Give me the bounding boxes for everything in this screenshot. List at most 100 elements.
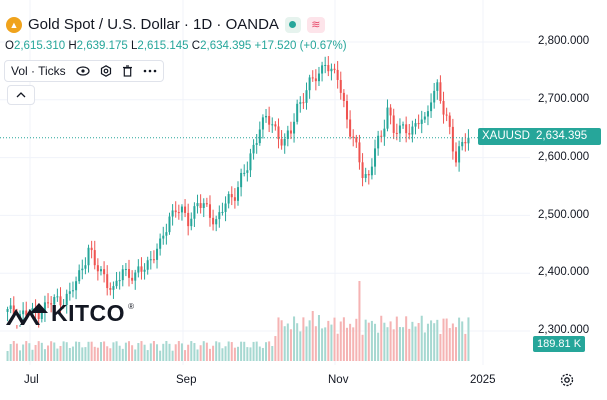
volume-bar — [277, 317, 280, 361]
volume-bar — [430, 320, 433, 361]
candle-body — [261, 117, 264, 130]
time-tick: Nov — [328, 374, 349, 386]
candle-body — [374, 148, 377, 167]
candle-body — [364, 174, 367, 179]
candle-body — [22, 310, 25, 315]
volume-bar — [121, 348, 124, 361]
volume-legend[interactable]: Vol · Ticks — [4, 60, 164, 82]
volume-bar — [252, 341, 255, 361]
candle-body — [330, 68, 333, 72]
candle-body — [37, 311, 40, 320]
collapse-legend-button[interactable] — [7, 85, 35, 105]
volume-bar — [420, 315, 423, 361]
candle-body — [454, 151, 457, 163]
volume-bar — [34, 344, 37, 361]
candle-body — [451, 126, 454, 152]
volume-bar — [265, 342, 268, 361]
candle-body — [349, 119, 352, 137]
candle-body — [127, 269, 131, 278]
volume-bar — [115, 341, 118, 361]
volume-bar — [62, 341, 65, 361]
volume-bar — [40, 342, 43, 361]
candle-body — [233, 197, 236, 201]
trash-icon[interactable] — [122, 65, 133, 77]
volume-bar — [25, 341, 28, 361]
volume-bar — [367, 322, 370, 361]
more-icon[interactable] — [143, 69, 157, 73]
candle-body — [9, 305, 12, 310]
candle-body — [324, 64, 327, 66]
volume-bar — [233, 347, 236, 361]
candle-body — [106, 274, 109, 289]
time-tick: Jul — [24, 374, 39, 386]
volume-bars — [6, 281, 470, 361]
candle-body — [377, 135, 380, 149]
candle-body — [430, 102, 433, 112]
volume-bar — [15, 343, 18, 361]
volume-bar — [218, 342, 221, 361]
candle-body — [458, 146, 461, 163]
candle-body — [47, 302, 50, 304]
volume-bar — [99, 342, 102, 361]
candle-body — [308, 77, 311, 91]
volume-bar — [317, 315, 320, 361]
volume-bar — [90, 341, 93, 361]
symbol-title[interactable]: Gold Spot / U.S. Dollar · 1D · OANDA — [28, 16, 279, 33]
volume-bar — [202, 341, 205, 361]
candle-body — [187, 212, 190, 227]
volume-bar — [140, 341, 143, 361]
candle-body — [398, 125, 401, 134]
candle-body — [40, 312, 43, 320]
candle-body — [118, 280, 121, 282]
candle-body — [246, 170, 249, 173]
eye-icon[interactable] — [76, 66, 90, 76]
volume-bar — [6, 351, 9, 361]
candle-body — [352, 136, 355, 138]
volume-bar — [243, 341, 246, 361]
volume-bar — [196, 349, 199, 361]
time-tick: 2025 — [470, 374, 496, 386]
candle-body — [464, 141, 467, 144]
candle-body — [380, 135, 383, 137]
candle-body — [159, 238, 162, 249]
candle-body — [358, 142, 361, 163]
candle-body — [243, 172, 246, 174]
volume-bar — [68, 347, 71, 361]
volume-bar — [43, 349, 46, 361]
volume-bar — [127, 341, 131, 361]
volume-bar — [327, 320, 330, 361]
price-tick: 2,400.000 — [538, 266, 590, 278]
volume-bar — [47, 345, 50, 361]
candle-body — [152, 259, 155, 261]
candle-body — [286, 130, 289, 139]
candle-body — [289, 130, 292, 134]
settings-gear-icon[interactable] — [559, 372, 575, 393]
candle-body — [299, 102, 302, 104]
market-status-icon[interactable] — [284, 16, 301, 33]
volume-bar — [78, 341, 81, 361]
candle-body — [68, 291, 71, 294]
chevron-up-icon — [16, 92, 26, 98]
candle-body — [314, 78, 317, 82]
candle-body — [171, 210, 174, 217]
settings-icon[interactable] — [100, 65, 112, 77]
wave-icon[interactable]: ≋ — [306, 16, 325, 33]
candle-body — [271, 124, 274, 126]
volume-bar — [451, 323, 454, 361]
candle-body — [240, 172, 243, 188]
candle-body — [442, 101, 445, 115]
volume-bar — [436, 319, 439, 361]
candle-body — [252, 144, 255, 154]
candle-body — [402, 124, 405, 126]
volume-bar — [56, 348, 59, 361]
candle-body — [236, 187, 240, 201]
volume-bar — [255, 341, 258, 361]
candle-body — [336, 69, 339, 80]
low-value: 2,615.145 — [137, 40, 189, 52]
candle-body — [115, 280, 118, 287]
volume-bar — [124, 342, 127, 361]
volume-bar — [168, 343, 171, 361]
volume-bar — [361, 334, 364, 361]
volume-bar — [162, 343, 165, 361]
